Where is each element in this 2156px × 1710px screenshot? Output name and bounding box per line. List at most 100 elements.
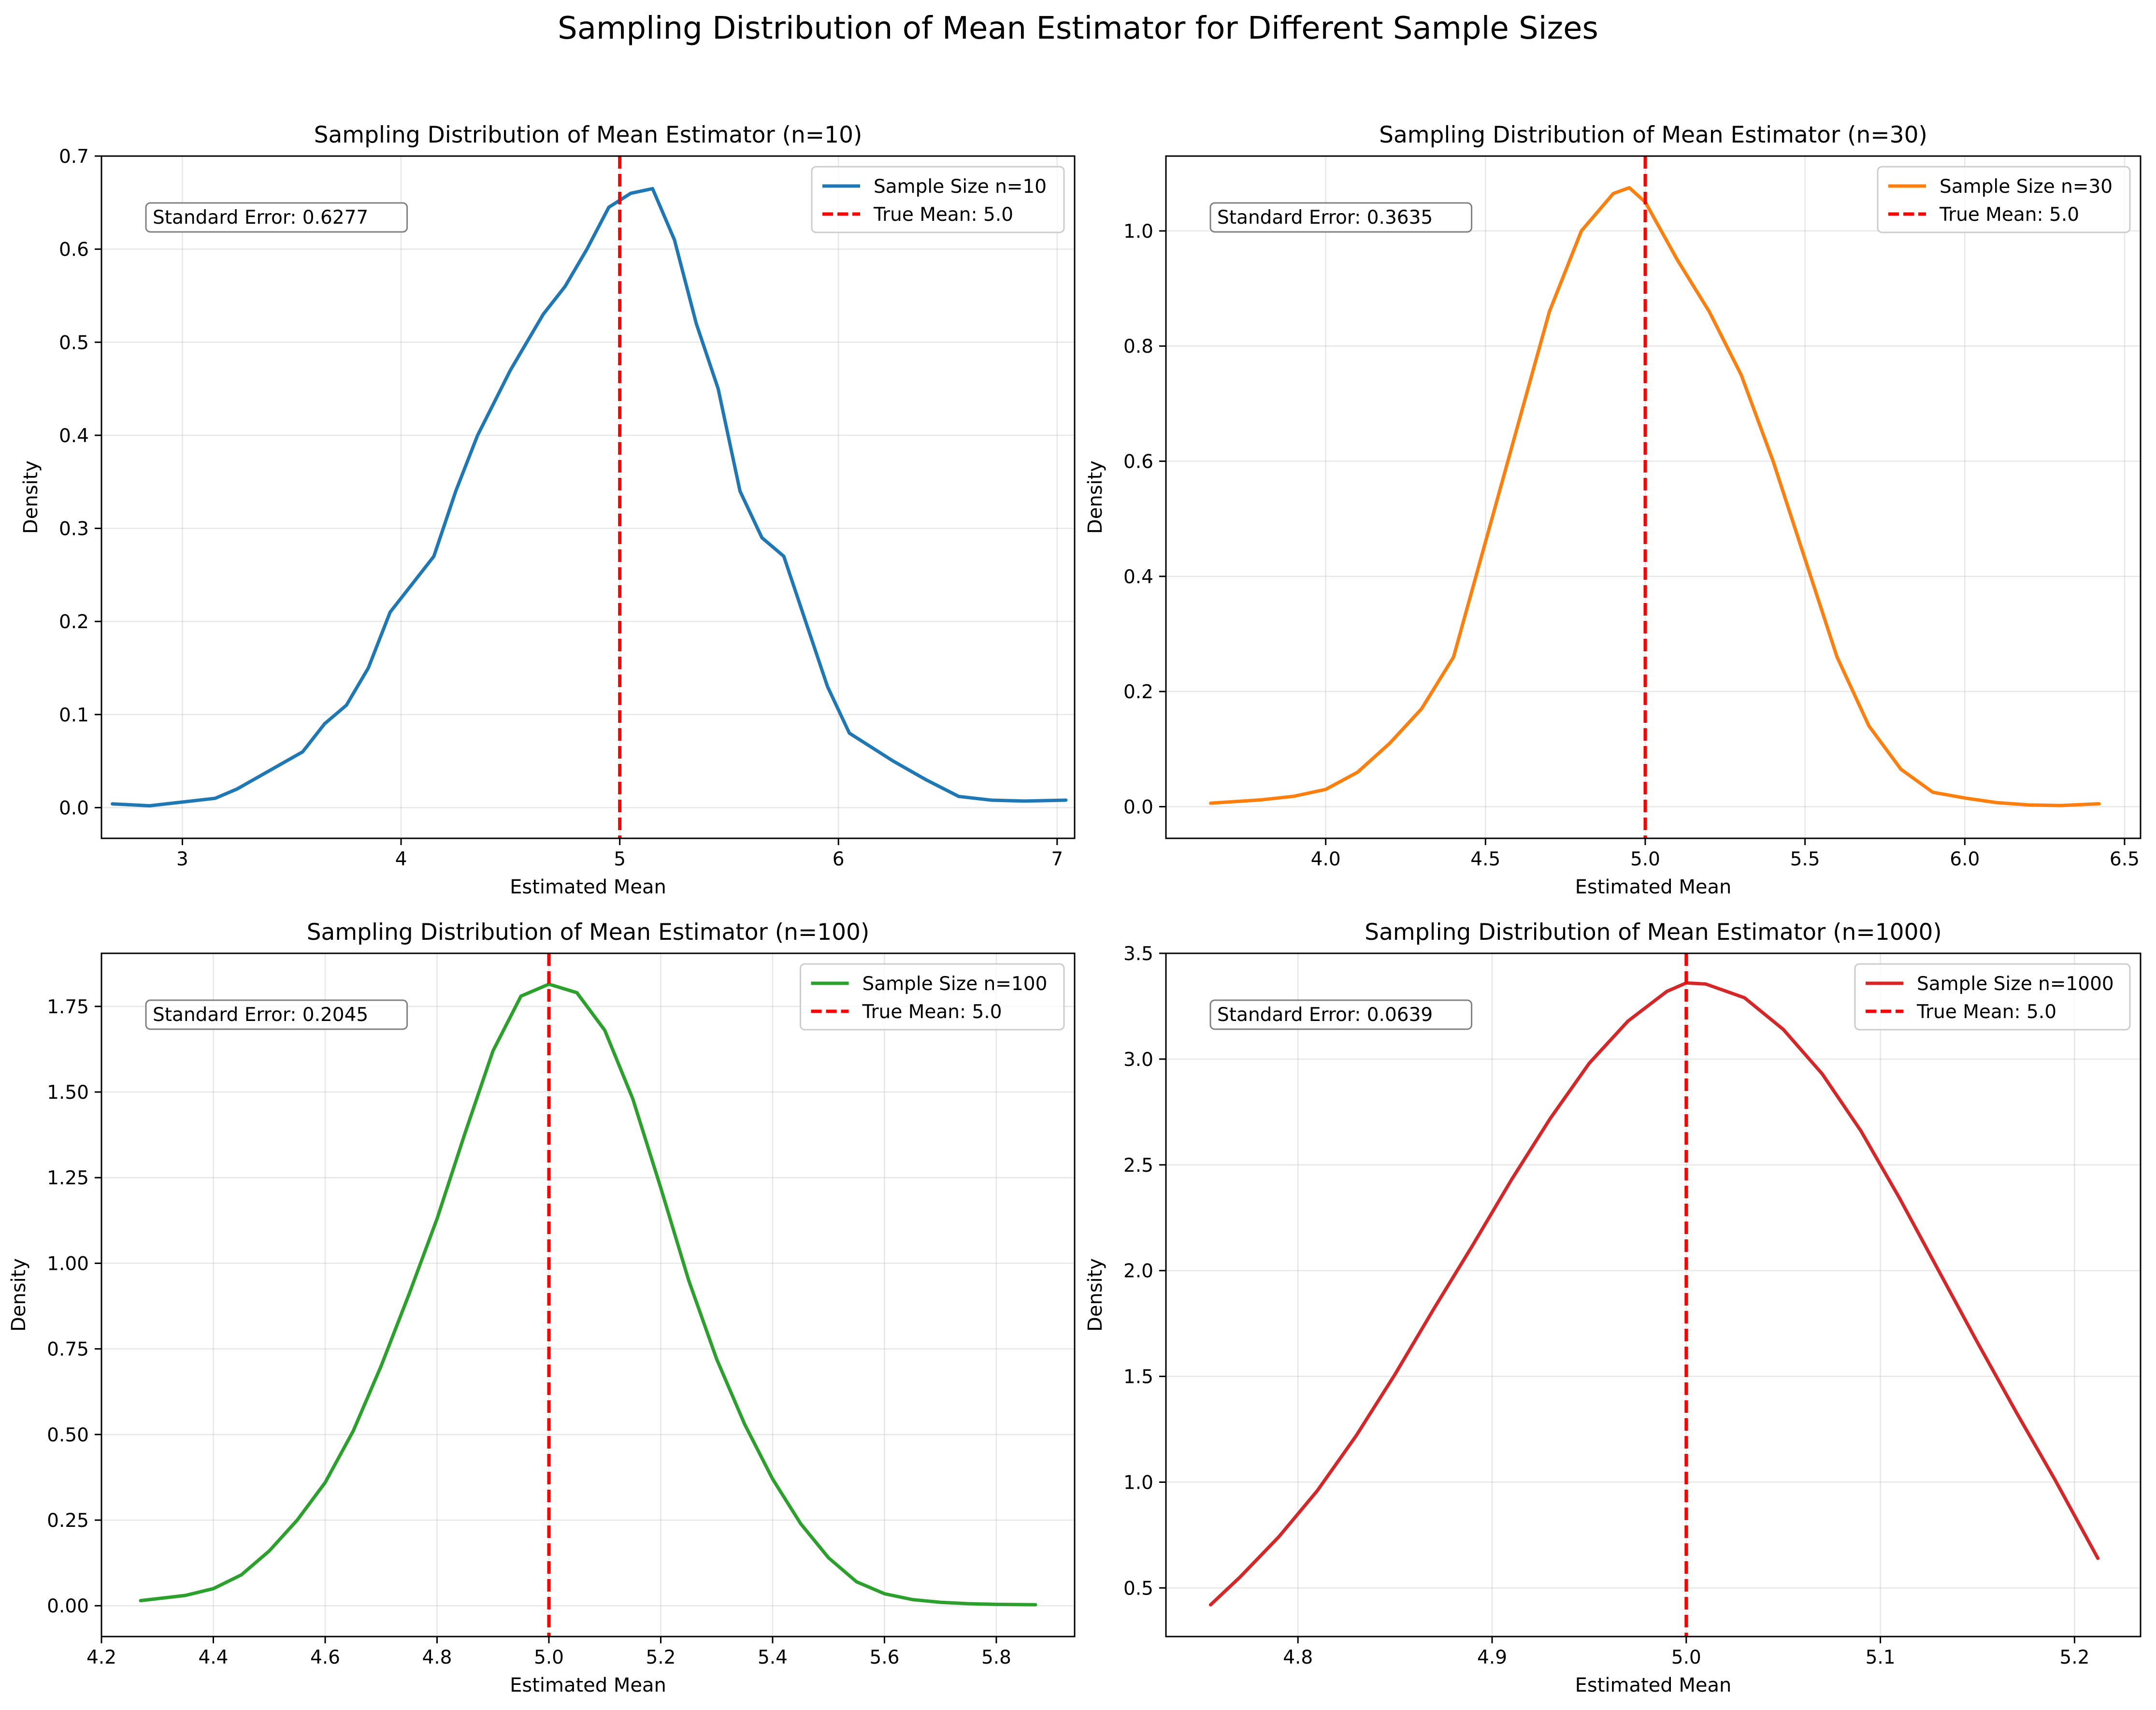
- chart3-legend-label-1: True Mean: 5.0: [862, 1001, 1002, 1023]
- chart2-annotation-text: Standard Error: 0.3635: [1217, 207, 1433, 229]
- chart3-ytick-label-1: 0.25: [47, 1510, 89, 1532]
- chart3-ytick-label-6: 1.50: [47, 1082, 89, 1104]
- chart3-xtick-label-3: 4.8: [422, 1647, 452, 1668]
- chart4-legend: Sample Size n=1000 True Mean: 5.0: [1854, 963, 2131, 1031]
- chart1-ytick-label-4: 0.4: [59, 425, 89, 447]
- chart3-xtick-label-6: 5.4: [758, 1647, 788, 1668]
- chart1-panel: 3 4 5 6 7 0.0 0.1 0.2 0.3 0.4 0.5 0.6 0.7 Sampling Di…: [20, 122, 1076, 898]
- chart4-ytick-label-4: 2.5: [1123, 1155, 1153, 1177]
- chart1-xlabel: Estimated Mean: [510, 876, 666, 898]
- chart2-ytick-label-5: 1.0: [1123, 221, 1153, 243]
- chart3-xtick-label-0: 4.2: [86, 1647, 116, 1668]
- chart4-xtick-label-3: 5.1: [1866, 1647, 1896, 1668]
- chart2-xtick-label-4: 6.0: [1950, 848, 1980, 870]
- chart1-ytick-label-6: 0.6: [59, 239, 89, 261]
- chart3-ylabel: Density: [8, 1258, 30, 1332]
- chart2-legend: Sample Size n=30 True Mean: 5.0: [1877, 166, 2131, 233]
- chart3-xtick-label-8: 5.8: [981, 1647, 1011, 1668]
- chart1-standard-error-annotation: Standard Error: 0.6277: [145, 202, 408, 233]
- chart3-xtick-label-4: 5.0: [534, 1647, 564, 1668]
- chart3-xtick-label-5: 5.2: [646, 1647, 676, 1668]
- chart2-panel: 4.0 4.5 5.0 5.5 6.0 6.5 0.0 0.2 0.4 0.6 0.8 1.0 Samp…: [1084, 122, 2142, 898]
- chart3-annotation-text: Standard Error: 0.2045: [153, 1004, 368, 1026]
- chart3-xtick-label-2: 4.6: [310, 1647, 340, 1668]
- chart1-xtick-label-0: 3: [176, 848, 188, 870]
- chart3-title: Sampling Distribution of Mean Estimator …: [307, 919, 870, 946]
- chart1-legend: Sample Size n=10 True Mean: 5.0: [811, 166, 1065, 233]
- chart2-xlabel: Estimated Mean: [1575, 876, 1732, 898]
- chart4-legend-label-0: Sample Size n=1000: [1917, 973, 2114, 995]
- chart3-legend: Sample Size n=100 True Mean: 5.0: [800, 963, 1065, 1031]
- chart2-ytick-label-0: 0.0: [1123, 796, 1153, 818]
- chart2-title: Sampling Distribution of Mean Estimator …: [1379, 122, 1927, 148]
- chart4-ytick-label-2: 1.5: [1123, 1366, 1153, 1388]
- chart3-ytick-label-4: 1.00: [47, 1253, 89, 1275]
- chart1-annotation-text: Standard Error: 0.6277: [153, 207, 368, 229]
- chart4-series-line-0: [1208, 981, 2100, 1607]
- chart1-axes-frame: [101, 155, 1076, 839]
- chart1-ytick-label-0: 0.0: [59, 797, 89, 819]
- chart4-xtick-label-2: 5.0: [1671, 1647, 1701, 1668]
- chart3-ytick-label-0: 0.00: [47, 1595, 89, 1617]
- chart2-axes-frame: [1165, 155, 2142, 839]
- chart3-legend-label-0: Sample Size n=100: [862, 973, 1048, 995]
- chart4-title: Sampling Distribution of Mean Estimator …: [1365, 919, 1941, 946]
- chart2-xtick-label-5: 6.5: [2110, 848, 2140, 870]
- chart4-legend-label-1: True Mean: 5.0: [1916, 1001, 2056, 1023]
- chart1-ytick-label-5: 0.5: [59, 332, 89, 354]
- chart1-xtick-label-2: 5: [614, 848, 626, 870]
- chart2-legend-label-1: True Mean: 5.0: [1939, 204, 2079, 226]
- chart4-ytick-label-1: 1.0: [1123, 1472, 1153, 1494]
- chart3-ytick-label-5: 1.25: [47, 1167, 89, 1189]
- chart3-xlabel: Estimated Mean: [510, 1674, 666, 1696]
- chart1-xtick-label-4: 7: [1051, 848, 1063, 870]
- chart1-xtick-label-1: 4: [395, 848, 407, 870]
- chart4-xtick-label-1: 4.9: [1477, 1647, 1507, 1668]
- chart3-ytick-label-3: 0.75: [47, 1339, 89, 1361]
- chart3-xtick-label-1: 4.4: [198, 1647, 228, 1668]
- chart4-axes-frame: [1165, 952, 2142, 1638]
- chart1-ytick-label-2: 0.2: [59, 611, 89, 633]
- chart4-xtick-label-0: 4.8: [1283, 1647, 1313, 1668]
- chart1-xtick-label-3: 6: [833, 848, 845, 870]
- chart3-legend-frame: [800, 963, 1065, 1031]
- chart1-legend-frame: [811, 166, 1065, 233]
- chart2-xtick-label-2: 5.0: [1630, 848, 1660, 870]
- chart1-ylabel: Density: [20, 460, 42, 534]
- figure-suptitle: Sampling Distribution of Mean Estimator …: [558, 11, 1598, 46]
- chart4-ytick-label-0: 0.5: [1123, 1578, 1153, 1599]
- chart2-xtick-label-0: 4.0: [1311, 848, 1341, 870]
- chart2-legend-label-0: Sample Size n=30: [1940, 176, 2113, 198]
- chart1-legend-label-0: Sample Size n=10: [874, 176, 1047, 198]
- chart1-annotation-box: [145, 202, 408, 233]
- chart3-ytick-label-2: 0.50: [47, 1424, 89, 1446]
- chart4-annotation-text: Standard Error: 0.0639: [1217, 1004, 1433, 1026]
- chart2-legend-frame: [1877, 166, 2131, 233]
- chart1-title: Sampling Distribution of Mean Estimator …: [314, 122, 862, 148]
- chart2-standard-error-annotation: Standard Error: 0.3635: [1209, 202, 1473, 233]
- chart1-ytick-label-1: 0.1: [59, 704, 89, 726]
- chart1-legend-label-1: True Mean: 5.0: [873, 204, 1013, 226]
- chart2-xtick-label-3: 5.5: [1790, 848, 1820, 870]
- chart3-standard-error-annotation: Standard Error: 0.2045: [145, 999, 408, 1030]
- chart4-ytick-label-3: 2.0: [1123, 1261, 1153, 1282]
- chart4-xlabel: Estimated Mean: [1575, 1674, 1732, 1696]
- chart1-ytick-label-3: 0.3: [59, 518, 89, 540]
- chart2-ytick-label-2: 0.4: [1123, 566, 1153, 588]
- chart2-ytick-label-1: 0.2: [1123, 681, 1153, 703]
- chart3-panel: 4.2 4.4 4.6 4.8 5.0 5.2 5.4 5.6 5.8 0.00 0.25 0.50 0…: [8, 919, 1076, 1696]
- chart4-ytick-label-6: 3.5: [1123, 943, 1153, 965]
- chart2-ytick-label-3: 0.6: [1123, 451, 1153, 473]
- chart4-ylabel: Density: [1084, 1258, 1107, 1332]
- chart4-panel: 4.8 4.9 5.0 5.1 5.2 0.5 1.0 1.5 2.0 2.5 3.0 3.5 Samp…: [1084, 919, 2142, 1696]
- chart3-annotation-box: [145, 999, 408, 1030]
- chart4-legend-frame: [1854, 963, 2131, 1031]
- chart1-ytick-label-7: 0.7: [59, 146, 89, 168]
- chart1-series-line-0: [111, 187, 1068, 808]
- chart3-series-line-0: [139, 982, 1037, 1607]
- chart3-axes-frame: [101, 952, 1076, 1638]
- chart4-ytick-label-5: 3.0: [1123, 1049, 1153, 1071]
- chart2-ylabel: Density: [1084, 460, 1107, 534]
